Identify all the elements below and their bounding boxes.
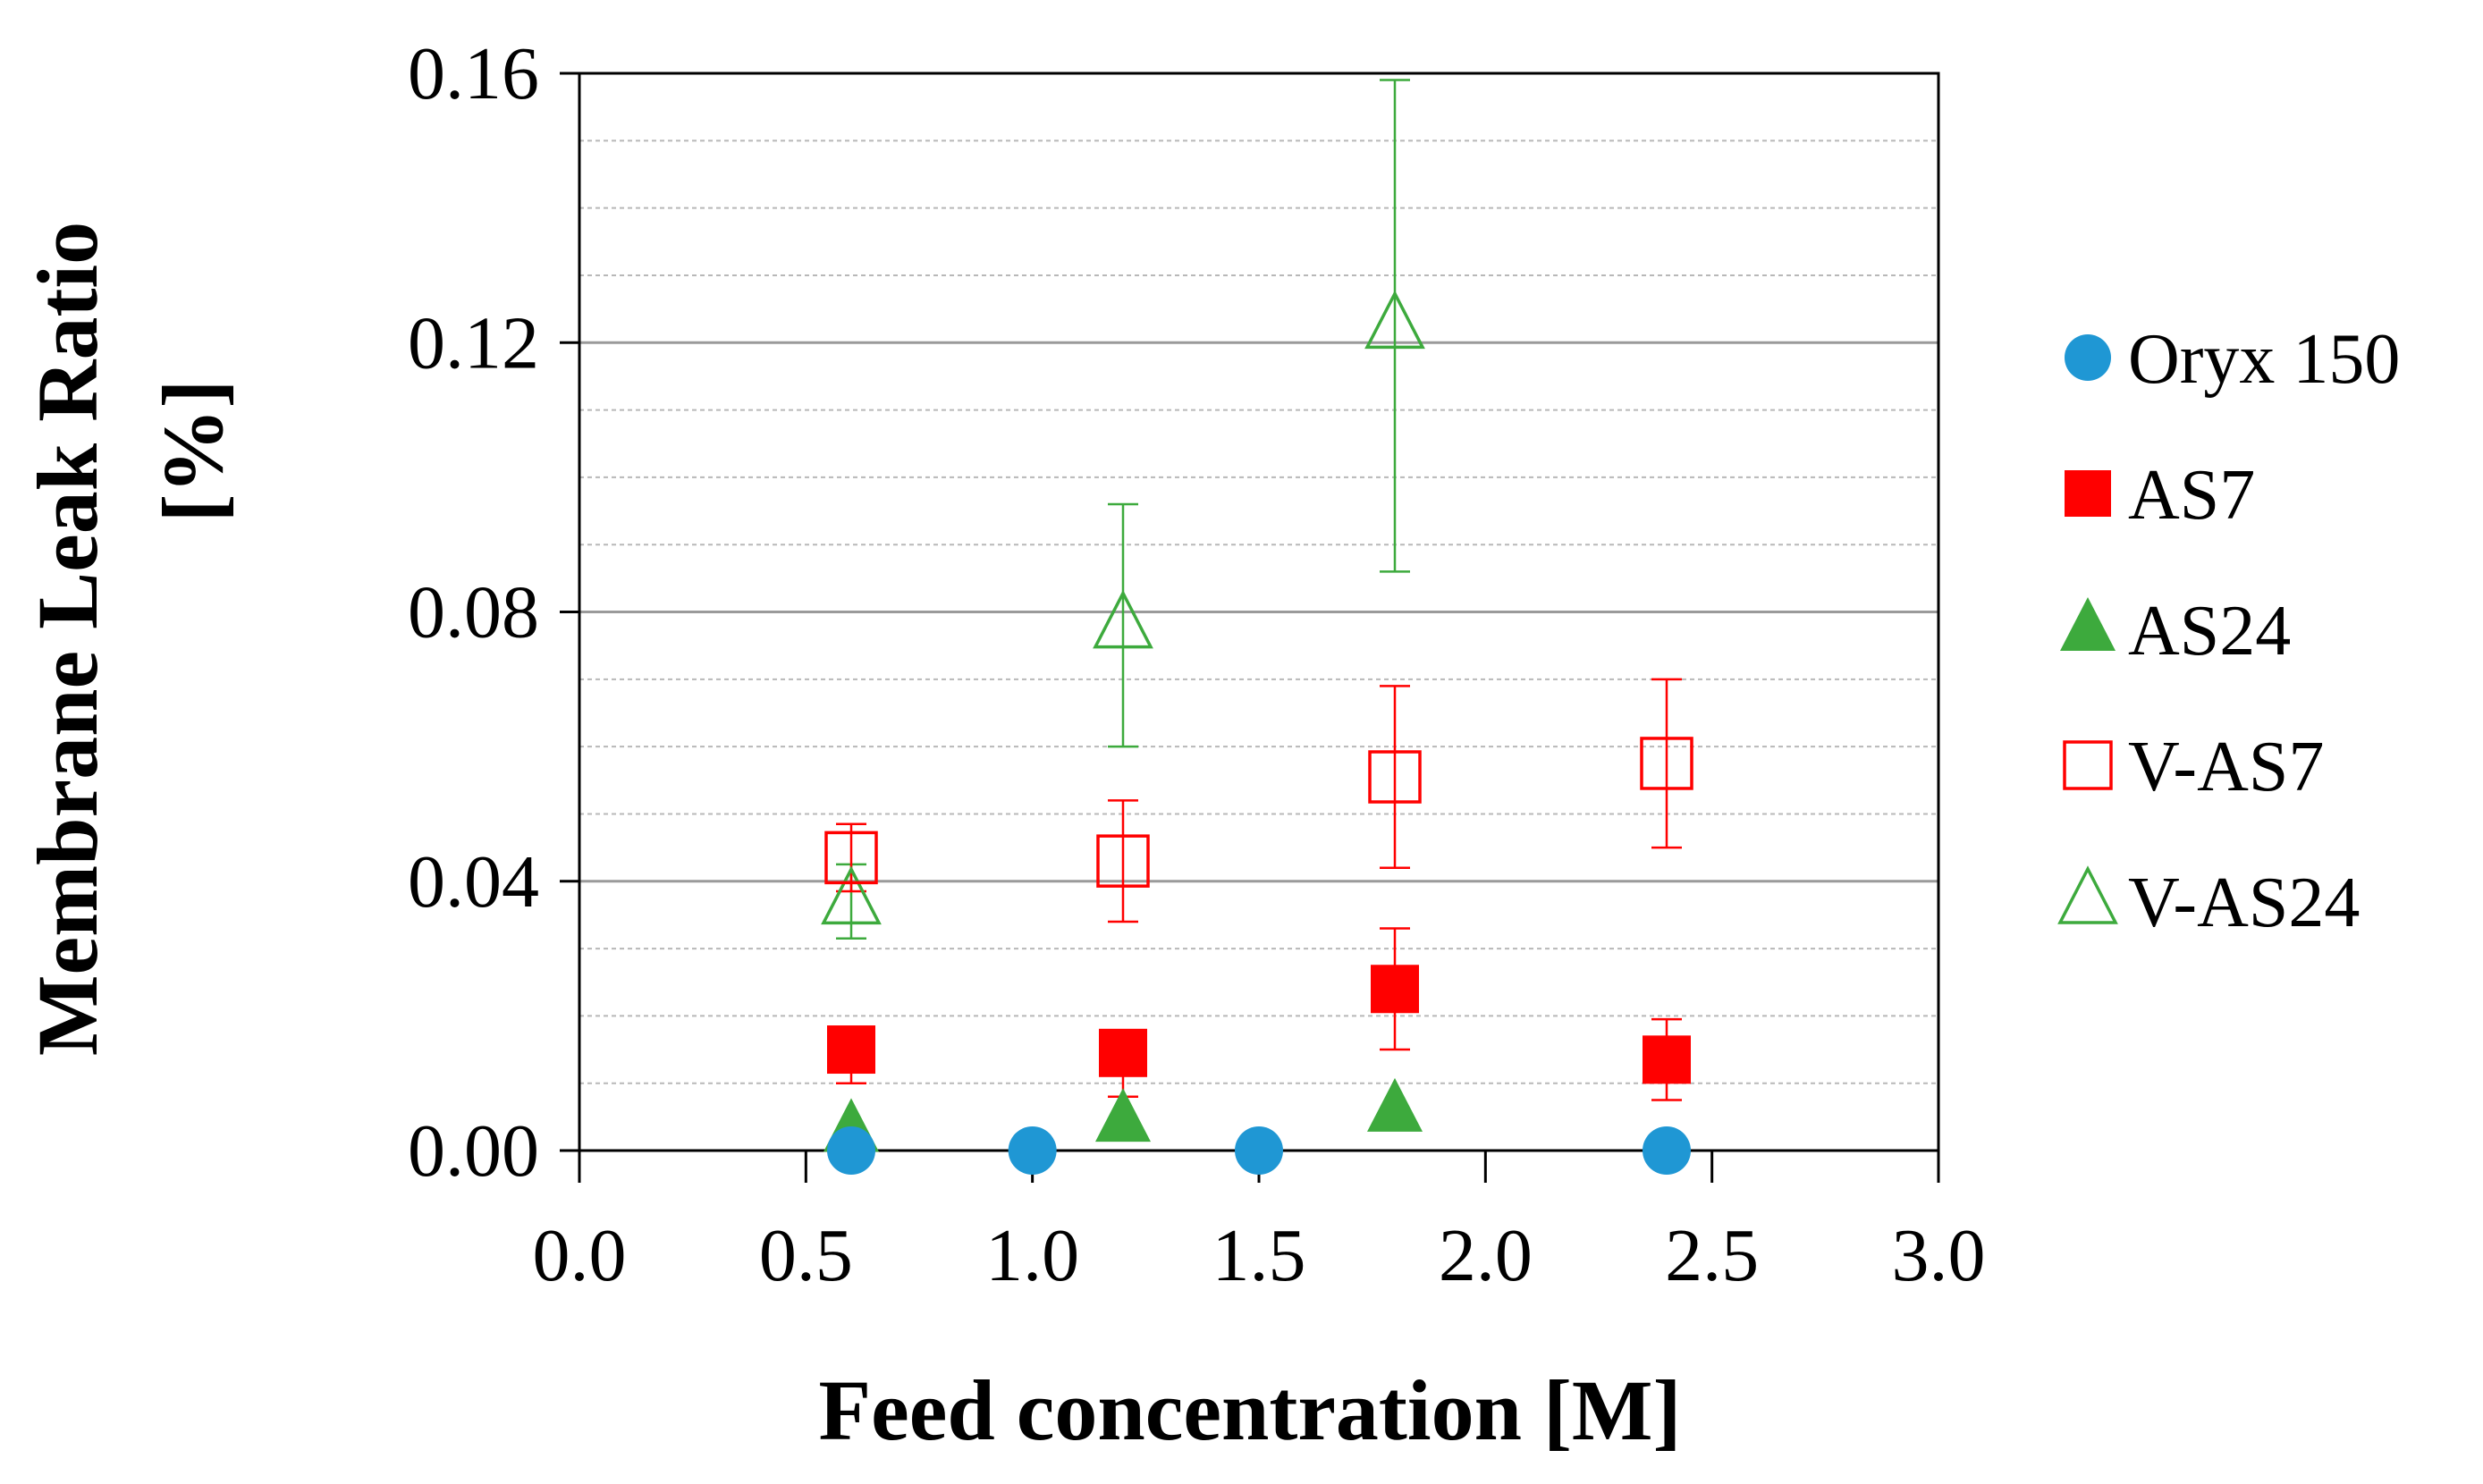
legend: Oryx 150 AS7 AS24 V-AS7 V-AS24 xyxy=(2057,320,2400,942)
as24-point xyxy=(1367,1077,1423,1132)
legend-marker-as7 xyxy=(2065,470,2111,517)
y-axis-title-line1: Membrane Leak Ratio xyxy=(20,222,115,1056)
y-axis-title-line2: [%] xyxy=(145,380,241,523)
as24-point xyxy=(1095,1088,1151,1143)
oryx-150-point xyxy=(1643,1126,1691,1175)
v-as7-point xyxy=(1368,750,1422,804)
as7-point xyxy=(1643,1035,1691,1084)
oryx-150-point xyxy=(1008,1126,1057,1175)
y-tick-label: 0.16 xyxy=(408,32,539,115)
gridlines xyxy=(579,139,1938,1084)
as7-point xyxy=(1099,1028,1147,1077)
v-as24-point xyxy=(1093,589,1153,649)
x-tick-label: 0.5 xyxy=(759,1214,853,1297)
legend-label-v-as7: V-AS7 xyxy=(2128,728,2324,806)
v-as7-point xyxy=(1096,834,1150,888)
data-markers xyxy=(821,290,1693,1175)
legend-marker-v-as7 xyxy=(2063,740,2113,790)
axis-ticks: 0.0 0.5 1.0 1.5 2.0 2.5 3.0 0.00 0.04 0.08 0.12 0.1… xyxy=(408,32,1986,1297)
x-tick-label: 1.0 xyxy=(985,1214,1079,1297)
legend-label-as7: AS7 xyxy=(2128,456,2255,535)
legend-item-as24: AS24 xyxy=(2060,592,2291,670)
oryx-150-point xyxy=(827,1126,875,1175)
x-tick-label: 0.0 xyxy=(533,1214,627,1297)
legend-marker-as24 xyxy=(2060,597,2116,651)
y-tick-label: 0.12 xyxy=(408,301,539,384)
legend-item-v-as7: V-AS7 xyxy=(2063,728,2324,806)
x-axis-title: Feed concentration [M] xyxy=(818,1362,1681,1458)
as7-point xyxy=(1371,965,1419,1014)
v-as24-point xyxy=(1364,290,1425,350)
v-as7-point xyxy=(824,831,878,885)
y-tick-label: 0.08 xyxy=(408,571,539,654)
oryx-150-point xyxy=(1235,1126,1283,1175)
v-as24-point xyxy=(821,865,882,925)
legend-label-v-as24: V-AS24 xyxy=(2128,864,2360,942)
legend-item-v-as24: V-AS24 xyxy=(2057,864,2360,942)
v-as7-point xyxy=(1640,737,1693,790)
y-tick-label: 0.00 xyxy=(408,1109,539,1193)
as7-point xyxy=(827,1025,875,1075)
y-tick-label: 0.04 xyxy=(408,840,539,923)
legend-marker-v-as24 xyxy=(2057,865,2118,924)
x-tick-label: 2.0 xyxy=(1439,1214,1533,1297)
legend-marker-oryx-150 xyxy=(2065,334,2111,381)
x-tick-label: 1.5 xyxy=(1212,1214,1306,1297)
x-tick-label: 3.0 xyxy=(1892,1214,1986,1297)
x-tick-label: 2.5 xyxy=(1665,1214,1759,1297)
legend-label-oryx-150: Oryx 150 xyxy=(2128,320,2400,399)
legend-label-as24: AS24 xyxy=(2128,592,2291,670)
error-bars xyxy=(836,79,1682,1101)
legend-item-oryx-150: Oryx 150 xyxy=(2065,320,2400,399)
legend-item-as7: AS7 xyxy=(2065,456,2255,535)
